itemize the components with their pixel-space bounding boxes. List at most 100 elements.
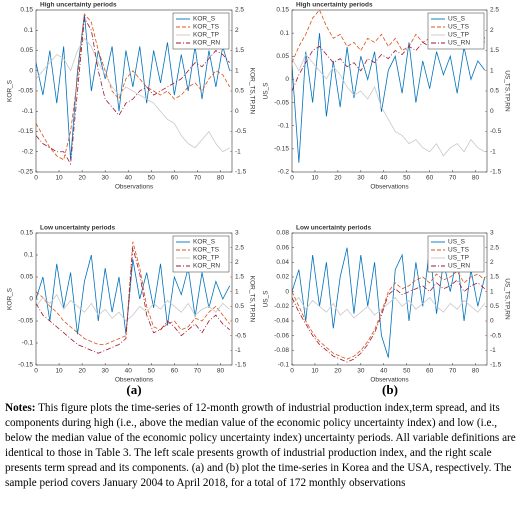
y-tick-label: 0.04 xyxy=(276,259,289,266)
y-tick-label: 0.15 xyxy=(20,230,33,237)
x-axis-label: Observations xyxy=(115,377,154,384)
y-tick-label: -0.1 xyxy=(278,122,290,129)
y2-tick-label: 0 xyxy=(235,108,239,115)
y-tick-label: -0.25 xyxy=(18,169,33,176)
x-axis-label: Observations xyxy=(370,377,409,384)
series-line xyxy=(36,37,230,153)
y2-tick-label: -1.5 xyxy=(490,362,502,369)
chart-title: High uncertainty periods xyxy=(296,2,373,9)
legend-label: KOR_TP xyxy=(193,255,219,262)
x-tick-label: 40 xyxy=(380,175,388,182)
y-tick-label: -0.04 xyxy=(274,318,289,325)
y2-tick-label: 2 xyxy=(490,27,494,34)
y2-axis-label: US_TS,TP,RN xyxy=(503,278,510,320)
x-axis-label: Observations xyxy=(370,184,409,191)
series-line xyxy=(36,14,231,160)
x-tick-label: 20 xyxy=(334,368,342,375)
y-tick-label: -0.15 xyxy=(274,146,289,153)
y2-tick-label: 1.5 xyxy=(490,47,499,54)
series-line xyxy=(292,33,486,163)
series-line xyxy=(36,247,230,354)
chart-title: Low uncertainty periods xyxy=(296,225,372,232)
x-tick-label: 40 xyxy=(380,368,388,375)
x-tick-label: 80 xyxy=(472,368,480,375)
series-line xyxy=(292,247,486,358)
x-axis-label: Observations xyxy=(115,184,154,191)
series-group xyxy=(36,13,231,166)
y-tick-label: -0.1 xyxy=(22,340,34,347)
y2-tick-label: 2.5 xyxy=(490,7,499,14)
legend-box xyxy=(172,12,230,50)
y-tick-label: 0.1 xyxy=(24,27,33,34)
x-tick-label: 50 xyxy=(403,175,411,182)
y-tick-label: -0.05 xyxy=(274,99,289,106)
y-tick-label: 0.06 xyxy=(276,244,289,251)
y2-tick-label: 0 xyxy=(235,318,239,325)
x-tick-label: 30 xyxy=(102,368,110,375)
legend-label: KOR_S xyxy=(193,16,216,23)
notes-label: Notes: xyxy=(5,402,36,414)
x-tick-label: 80 xyxy=(217,175,225,182)
x-tick-label: 0 xyxy=(290,368,294,375)
x-tick-label: 30 xyxy=(357,175,365,182)
x-tick-label: 40 xyxy=(125,175,133,182)
y-tick-label: -0.2 xyxy=(278,169,290,176)
series-line xyxy=(292,53,485,157)
legend-label: KOR_TS xyxy=(193,24,220,31)
x-tick-label: 60 xyxy=(426,368,434,375)
plot-frame xyxy=(291,232,488,366)
legend-label: US_RN xyxy=(448,263,470,270)
y-axis-label: KOR_S xyxy=(7,79,14,102)
y2-tick-label: -0.5 xyxy=(235,332,247,339)
y2-tick-label: 1 xyxy=(490,67,494,74)
y2-tick-label: 1 xyxy=(235,288,239,295)
y2-tick-label: -1 xyxy=(235,148,241,155)
y-tick-label: -0.15 xyxy=(18,128,33,135)
y2-tick-label: 0.5 xyxy=(235,88,244,95)
x-tick-label: 80 xyxy=(217,368,225,375)
y2-tick-label: 2 xyxy=(235,27,239,34)
x-tick-label: 30 xyxy=(357,368,365,375)
x-tick-label: 0 xyxy=(34,175,38,182)
x-tick-label: 60 xyxy=(426,175,434,182)
x-tick-label: 10 xyxy=(55,175,63,182)
y2-tick-label: 0.5 xyxy=(490,88,499,95)
y2-axis-label: KOR_TS,TP,RN xyxy=(248,68,255,115)
x-tick-label: 20 xyxy=(79,368,87,375)
y-tick-label: 0 xyxy=(285,288,289,295)
x-tick-label: 70 xyxy=(194,175,202,182)
y-tick-label: -0.2 xyxy=(22,148,34,155)
series-line xyxy=(292,270,485,360)
notes-text: This figure plots the time-series of 12-… xyxy=(5,402,516,489)
y-tick-label: -0.05 xyxy=(18,318,33,325)
legend-label: KOR_S xyxy=(193,239,216,246)
y2-axis-label: US_TS,TP,RN xyxy=(503,70,510,112)
x-tick-label: 0 xyxy=(34,368,38,375)
y-tick-label: 0 xyxy=(29,67,33,74)
y-tick-label: -0.06 xyxy=(274,332,289,339)
y2-tick-label: 1.5 xyxy=(235,47,244,54)
x-tick-label: 20 xyxy=(334,175,342,182)
y-tick-label: 0.15 xyxy=(20,7,33,14)
y2-tick-label: 3 xyxy=(235,230,239,237)
y2-tick-label: 3 xyxy=(490,230,494,237)
y-tick-label: 0 xyxy=(285,76,289,83)
y2-tick-label: 2.5 xyxy=(235,244,244,251)
series-line xyxy=(36,16,230,166)
y2-tick-label: 1.5 xyxy=(490,274,499,281)
y-axis-label: US_S xyxy=(263,290,270,308)
y2-tick-label: -0.5 xyxy=(235,128,247,135)
x-tick-label: 30 xyxy=(102,175,110,182)
series-line xyxy=(36,254,231,335)
x-tick-label: 10 xyxy=(311,368,319,375)
panel-label: (a) xyxy=(126,382,141,397)
y2-tick-label: 0.5 xyxy=(490,303,499,310)
plot-frame xyxy=(35,232,233,366)
x-tick-label: 50 xyxy=(403,368,411,375)
series-line xyxy=(36,293,230,322)
y2-tick-label: 2 xyxy=(490,259,494,266)
y-tick-label: -0.1 xyxy=(278,362,290,369)
panel-label: (b) xyxy=(382,382,398,397)
